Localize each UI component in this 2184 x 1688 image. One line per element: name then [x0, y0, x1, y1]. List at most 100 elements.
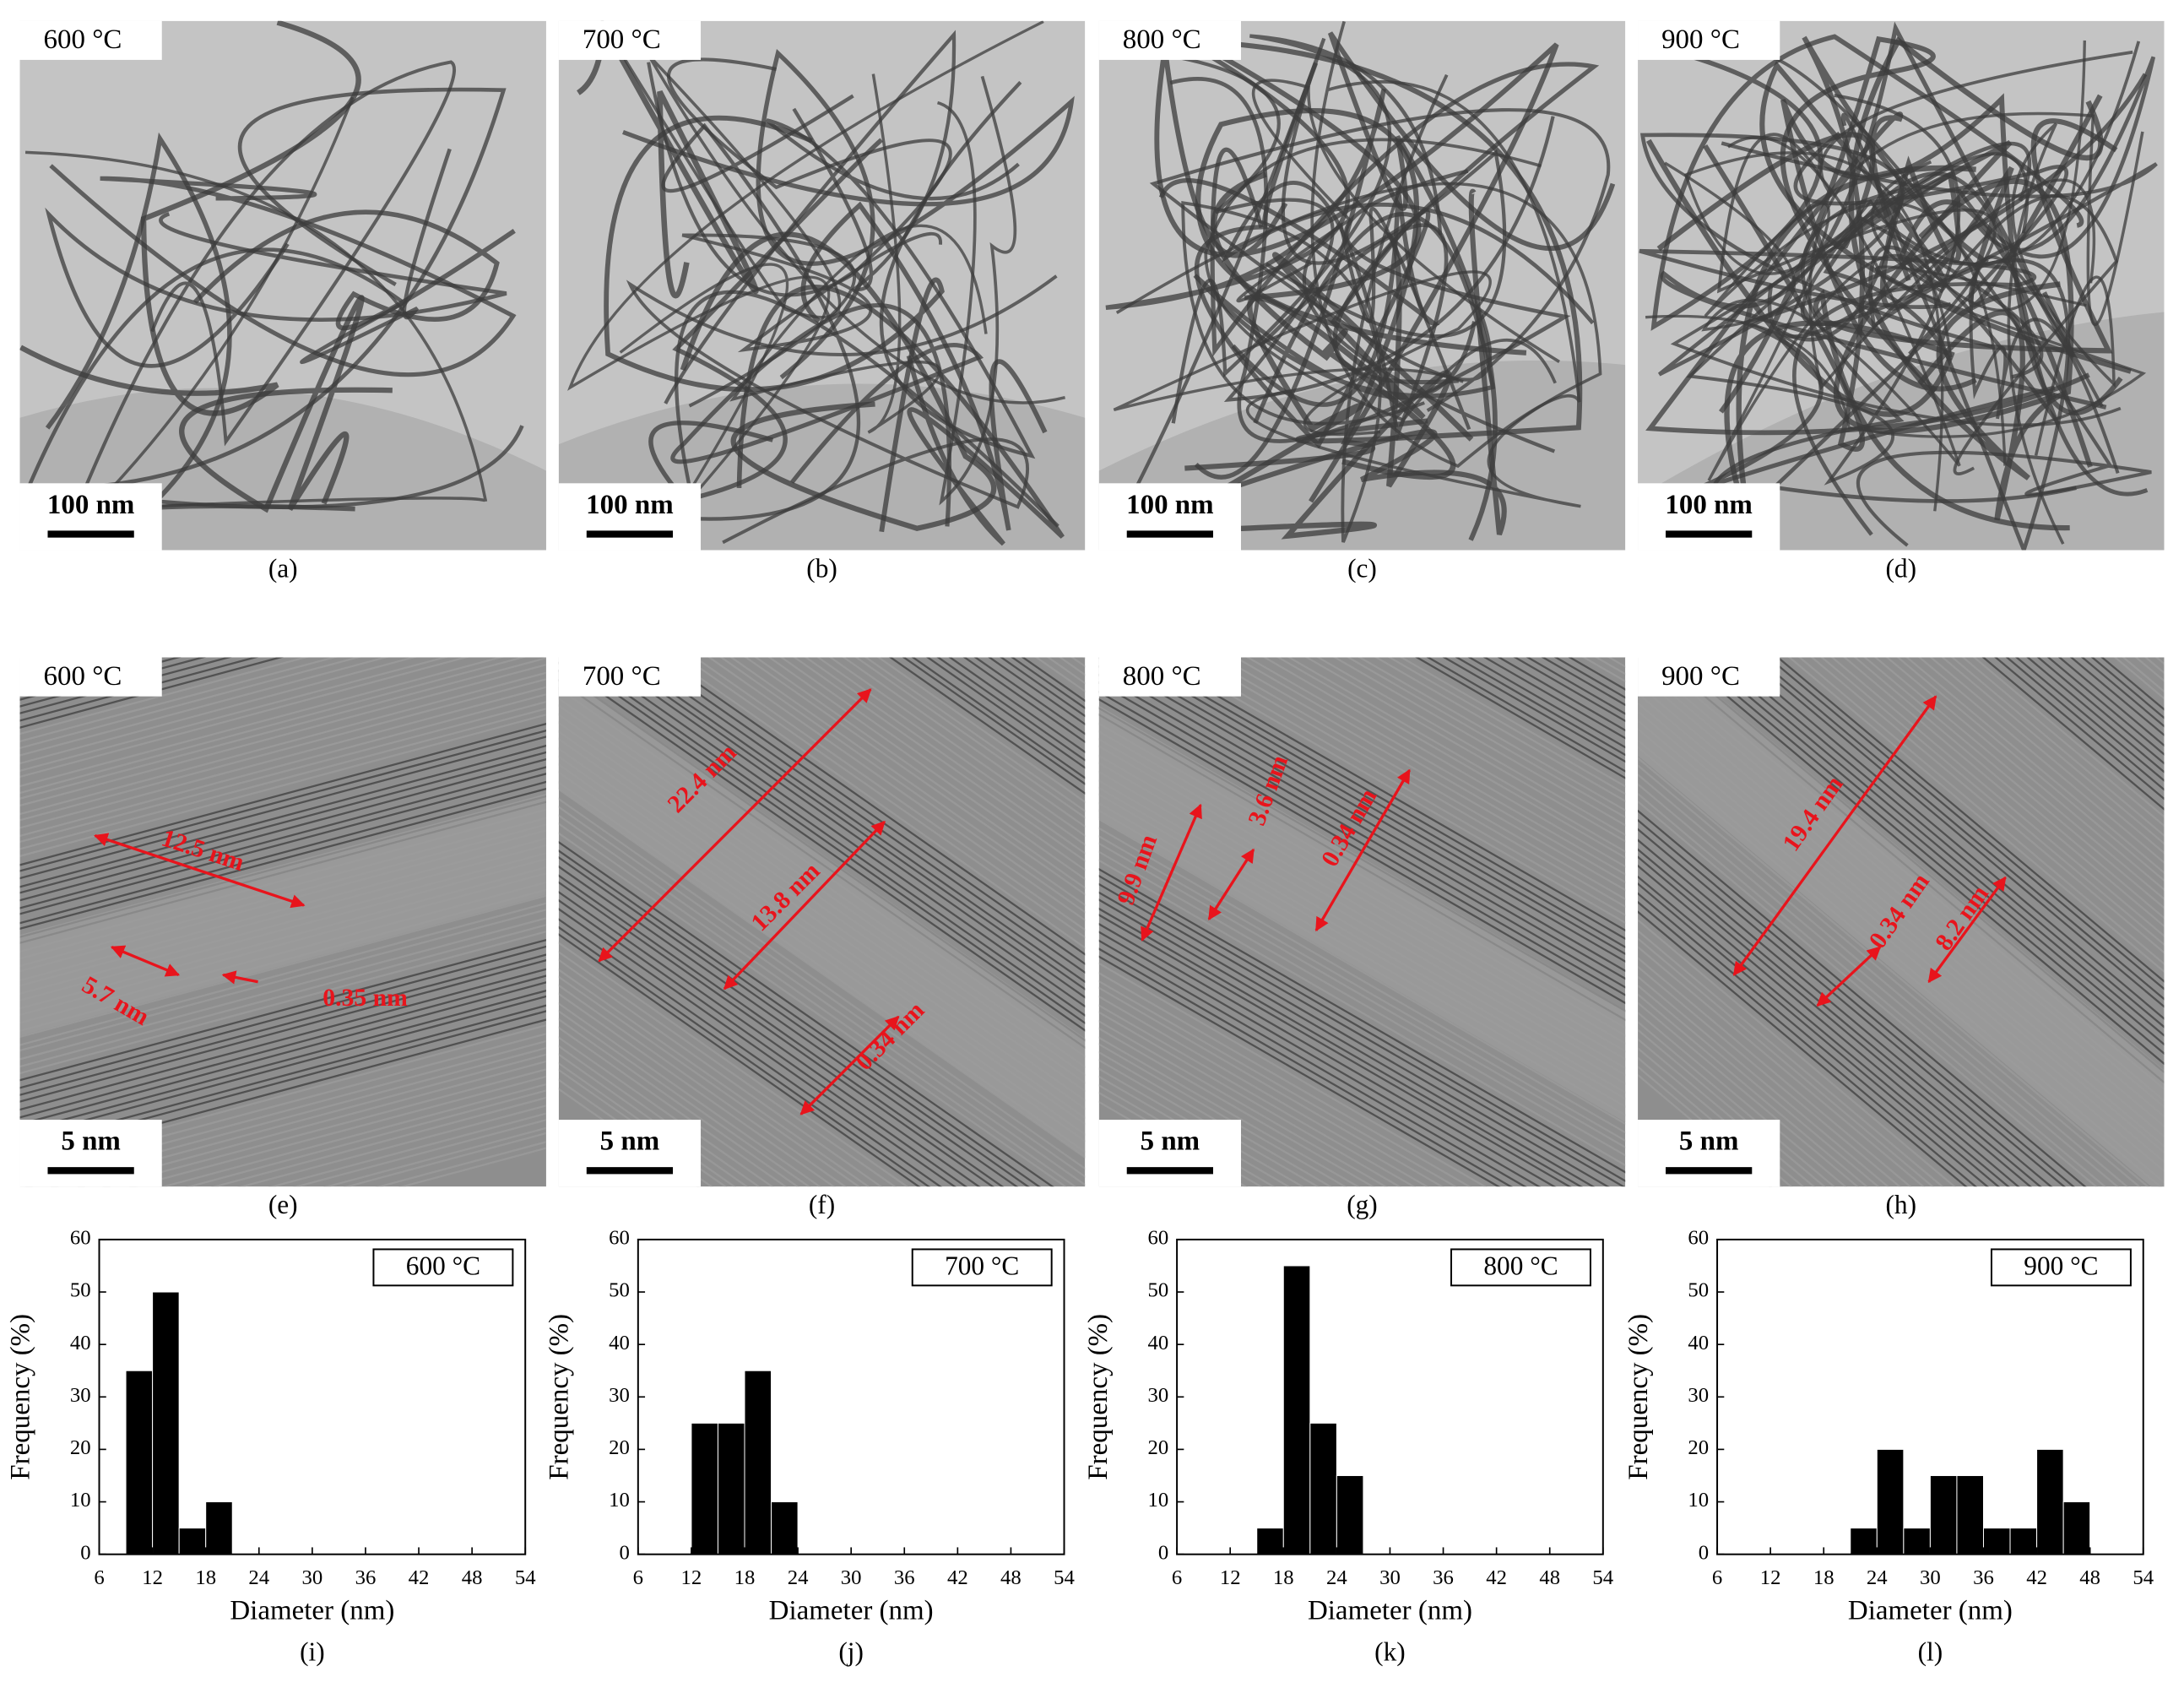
y-tick-label: 20	[70, 1436, 91, 1459]
lattice-fringe	[1098, 839, 1626, 1187]
lattice-fringe	[1098, 657, 1626, 1093]
lattice-fringe	[1098, 657, 1626, 1104]
x-tick-label: 42	[409, 1566, 430, 1589]
measure-arrow	[1314, 768, 1411, 932]
lattice-fringe	[1638, 756, 2164, 1187]
lattice-fringe	[1681, 657, 2165, 1039]
nanotube	[648, 138, 883, 503]
lattice-fringe	[19, 657, 546, 817]
scale-bar	[586, 530, 674, 538]
temperature-label: 800 °C	[1123, 661, 1201, 692]
texture	[19, 20, 546, 551]
lattice-fringe	[1638, 766, 2155, 1187]
micrograph: 700 °C 100 nm (b)	[558, 20, 1086, 583]
label-box	[558, 20, 702, 60]
y-tick-label: 50	[70, 1279, 91, 1302]
lattice-fringe	[1645, 657, 2165, 1080]
measure-arrow	[1816, 946, 1882, 1007]
lattice-fringe	[1638, 745, 2165, 1187]
x-tick-label: 12	[1220, 1566, 1241, 1589]
lattice-fringe	[19, 915, 546, 1187]
x-tick-label: 24	[788, 1566, 809, 1589]
lattice-fringe	[558, 697, 1086, 1187]
nanotube	[1645, 138, 1976, 529]
texture	[1098, 20, 1626, 551]
lattice-fringe	[1098, 657, 1626, 1015]
lattice-fringe	[558, 789, 1086, 1187]
scale-box	[19, 483, 162, 551]
lattice-fringe	[1098, 812, 1626, 1187]
nanotube	[1840, 112, 2071, 551]
lattice-fringe	[1098, 657, 1626, 1039]
y-tick-label: 50	[1688, 1279, 1709, 1302]
panel-label: (h)	[1886, 1190, 1917, 1219]
lattice-fringe	[1638, 680, 2165, 1187]
nanotube	[1224, 231, 1452, 540]
panel-label: (k)	[1374, 1637, 1406, 1667]
y-tick-label: 60	[70, 1227, 91, 1250]
lattice-fringe	[1098, 795, 1626, 1187]
nanotube	[1231, 188, 1507, 535]
lattice-fringe	[1638, 701, 2165, 1187]
x-tick-label: 6	[94, 1566, 104, 1589]
lattice-fringe	[1098, 657, 1626, 996]
scale-bar-label: 5 nm	[1141, 1126, 1200, 1157]
nanotube	[1184, 108, 1527, 471]
bar	[1282, 1265, 1311, 1555]
bar	[205, 1501, 233, 1555]
lattice-fringe	[558, 657, 1086, 1040]
hollow-core	[19, 728, 546, 1103]
scale-box	[1098, 483, 1241, 551]
lattice-fringe	[1638, 657, 2165, 1187]
lattice-fringe	[1098, 827, 1626, 1187]
lattice-fringe	[19, 657, 546, 850]
lattice-fringe	[19, 951, 546, 1187]
bar	[152, 1291, 180, 1555]
measure-arrow	[110, 945, 181, 977]
lattice-fringe	[558, 686, 1086, 1187]
lattice-fringe	[19, 891, 546, 1173]
lattice-fringe	[558, 657, 1086, 1069]
legend-box	[911, 1248, 1053, 1287]
panel-label: (d)	[1886, 553, 1917, 583]
temperature-label: 900 °C	[1661, 24, 1740, 55]
lattice-fringe	[1098, 699, 1626, 1187]
lattice-fringe	[558, 657, 1086, 996]
lattice-fringe	[1638, 657, 2165, 1187]
lattice-fringe	[1638, 740, 2165, 1187]
lattice-fringe	[1098, 802, 1626, 1187]
lattice-fringe	[1098, 657, 1626, 1007]
lattice-fringe	[1638, 735, 2165, 1187]
lattice-fringe	[1638, 657, 2165, 1096]
lattice-fringe	[19, 657, 546, 871]
lattice-fringe	[558, 657, 1086, 1082]
histogram-panel: 6 12 18 24 30 36 42 48 54 0 10 20 30 40 50 60 Diameter (…	[1623, 1227, 2154, 1667]
nanotube	[1769, 131, 2077, 503]
lattice-fringe	[1638, 657, 2165, 1092]
lattice-fringe	[19, 863, 546, 1145]
panel-label: (a)	[268, 553, 298, 583]
lattice-fringe	[19, 902, 546, 1187]
lattice-fringe	[1098, 819, 1626, 1187]
lattice-fringe	[1638, 657, 2165, 1107]
lattice-fringe	[558, 766, 1086, 1187]
lattice-fringe	[1638, 657, 2165, 1187]
lattice-fringe	[1672, 657, 2165, 1050]
x-tick-label: 6	[1172, 1566, 1182, 1589]
y-tick-label: 10	[609, 1489, 630, 1512]
lattice-fringe	[1098, 705, 1626, 1187]
x-tick-label: 12	[681, 1566, 702, 1589]
lattice-fringe	[19, 657, 546, 862]
lattice-fringe	[19, 657, 546, 822]
x-tick-label: 6	[633, 1566, 643, 1589]
y-tick-label: 10	[1147, 1489, 1168, 1512]
nanotube	[1767, 56, 2156, 339]
legend-box	[372, 1248, 514, 1287]
lattice-fringe	[558, 714, 1086, 1187]
lattice-fringe	[558, 657, 1086, 1127]
lattice-fringe	[19, 855, 546, 1139]
lattice-fringe	[558, 703, 1086, 1187]
lattice-fringe	[558, 657, 1086, 1065]
label-box	[19, 20, 162, 60]
